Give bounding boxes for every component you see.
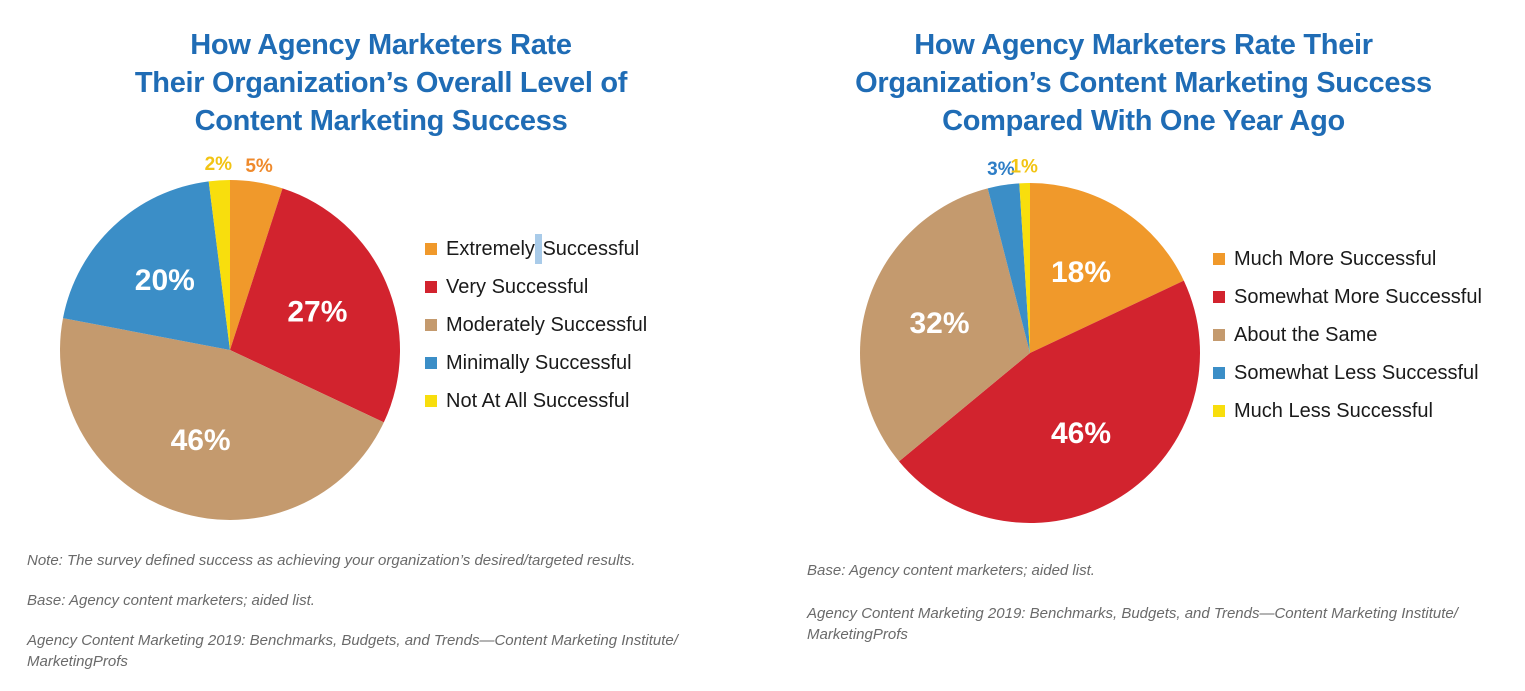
chart-legend: Much More Successful Somewhat More Succe… <box>1213 240 1482 430</box>
chart-notes: Base: Agency content marketers; aided li… <box>807 560 1487 667</box>
legend-label: Somewhat Less Successful <box>1234 361 1479 384</box>
text-selection-artifact <box>534 233 543 264</box>
pie-value-label: 1% <box>1010 157 1038 178</box>
legend-swatch-red <box>425 281 437 293</box>
pie-value-label: 18% <box>1051 256 1111 289</box>
chart-title-line: Compared With One Year Ago <box>942 105 1345 137</box>
legend-item: Moderately Successful <box>425 306 647 344</box>
legend-swatch-tan <box>425 319 437 331</box>
chart-title-line: Their Organization’s Overall Level of <box>134 67 628 99</box>
pie-value-label: 20% <box>135 264 195 297</box>
legend-label: Very Successful <box>446 275 589 298</box>
chart-title: How Agency Marketers Rate Their Organiza… <box>0 26 762 140</box>
legend-item: Somewhat More Successful <box>1213 278 1482 316</box>
legend-label: Somewhat More Successful <box>1234 285 1482 308</box>
legend-swatch-orange <box>1213 253 1225 265</box>
chart-title-line: Content Marketing Success <box>194 105 568 137</box>
chart-title-line: How Agency Marketers Rate Their <box>914 29 1373 61</box>
legend-item: Much Less Successful <box>1213 392 1482 430</box>
pie-chart: 5% 27% 46% 20% 2% <box>60 154 400 520</box>
legend-swatch-tan <box>1213 329 1225 341</box>
chart-panel-left: How Agency Marketers Rate Their Organiza… <box>0 0 762 685</box>
legend-item: About the Same <box>1213 316 1482 354</box>
source-text: Agency Content Marketing 2019: Benchmark… <box>807 605 1458 643</box>
chart-title-line: How Agency Marketers Rate <box>190 29 572 61</box>
pie-value-label: 32% <box>909 307 969 340</box>
pie-slice-somewhat-less-successful <box>987 183 1030 353</box>
legend-label: Much Less Successful <box>1234 399 1433 422</box>
pie-slice-moderately-successful <box>60 318 384 520</box>
chart-title-line: Organization’s Content Marketing Success <box>855 67 1432 99</box>
base-text: Base: Agency content marketers; aided li… <box>807 562 1095 579</box>
pie-value-label: 27% <box>287 296 347 329</box>
pie-value-label: 46% <box>171 424 231 457</box>
legend-swatch-orange <box>425 243 437 255</box>
legend-swatch-blue <box>1213 367 1225 379</box>
legend-swatch-yellow <box>1213 405 1225 417</box>
legend-label: Not At All Successful <box>446 389 630 412</box>
pie-slice-not-at-all-successful <box>208 180 230 350</box>
source-text: Agency Content Marketing 2019: Benchmark… <box>27 632 678 670</box>
chart-title: How Agency Marketers Rate Their Organiza… <box>762 26 1525 140</box>
pie-slice-extremely-successful <box>230 180 283 350</box>
pie-slice-minimally-successful <box>63 181 230 350</box>
legend-swatch-yellow <box>425 395 437 407</box>
note-text: Note: The survey defined success as achi… <box>27 552 636 569</box>
legend-label: Extremely Successful <box>446 233 639 264</box>
pie-slice-somewhat-more-successful <box>899 280 1200 523</box>
pie-value-label: 46% <box>1051 417 1111 450</box>
legend-item: Much More Successful <box>1213 240 1482 278</box>
legend-swatch-red <box>1213 291 1225 303</box>
chart-legend: Extremely Successful Very Successful Mod… <box>425 230 647 420</box>
legend-item: Minimally Successful <box>425 344 647 382</box>
legend-item: Somewhat Less Successful <box>1213 354 1482 392</box>
legend-item: Extremely Successful <box>425 230 647 268</box>
pie-slice-much-more-successful <box>1030 183 1184 353</box>
pie-value-label: 2% <box>205 154 233 175</box>
legend-label: Much More Successful <box>1234 247 1437 270</box>
pie-chart: 18% 46% 32% 3%1% <box>859 157 1200 523</box>
legend-item: Not At All Successful <box>425 382 647 420</box>
legend-label: Moderately Successful <box>446 313 648 336</box>
chart-panel-right: How Agency Marketers Rate Their Organiza… <box>762 0 1525 685</box>
base-text: Base: Agency content marketers; aided li… <box>27 592 315 609</box>
legend-label: About the Same <box>1234 323 1378 346</box>
chart-notes: Note: The survey defined success as achi… <box>27 550 717 691</box>
pie-slice-much-less-successful <box>1019 183 1030 353</box>
legend-label: Minimally Successful <box>446 351 632 374</box>
pie-slice-very-successful <box>230 188 400 423</box>
pie-value-label: 3% <box>987 159 1015 180</box>
legend-item: Very Successful <box>425 268 647 306</box>
pie-value-label: 5% <box>245 156 273 177</box>
pie-slice-about-the-same <box>859 188 1030 462</box>
legend-swatch-blue <box>425 357 437 369</box>
